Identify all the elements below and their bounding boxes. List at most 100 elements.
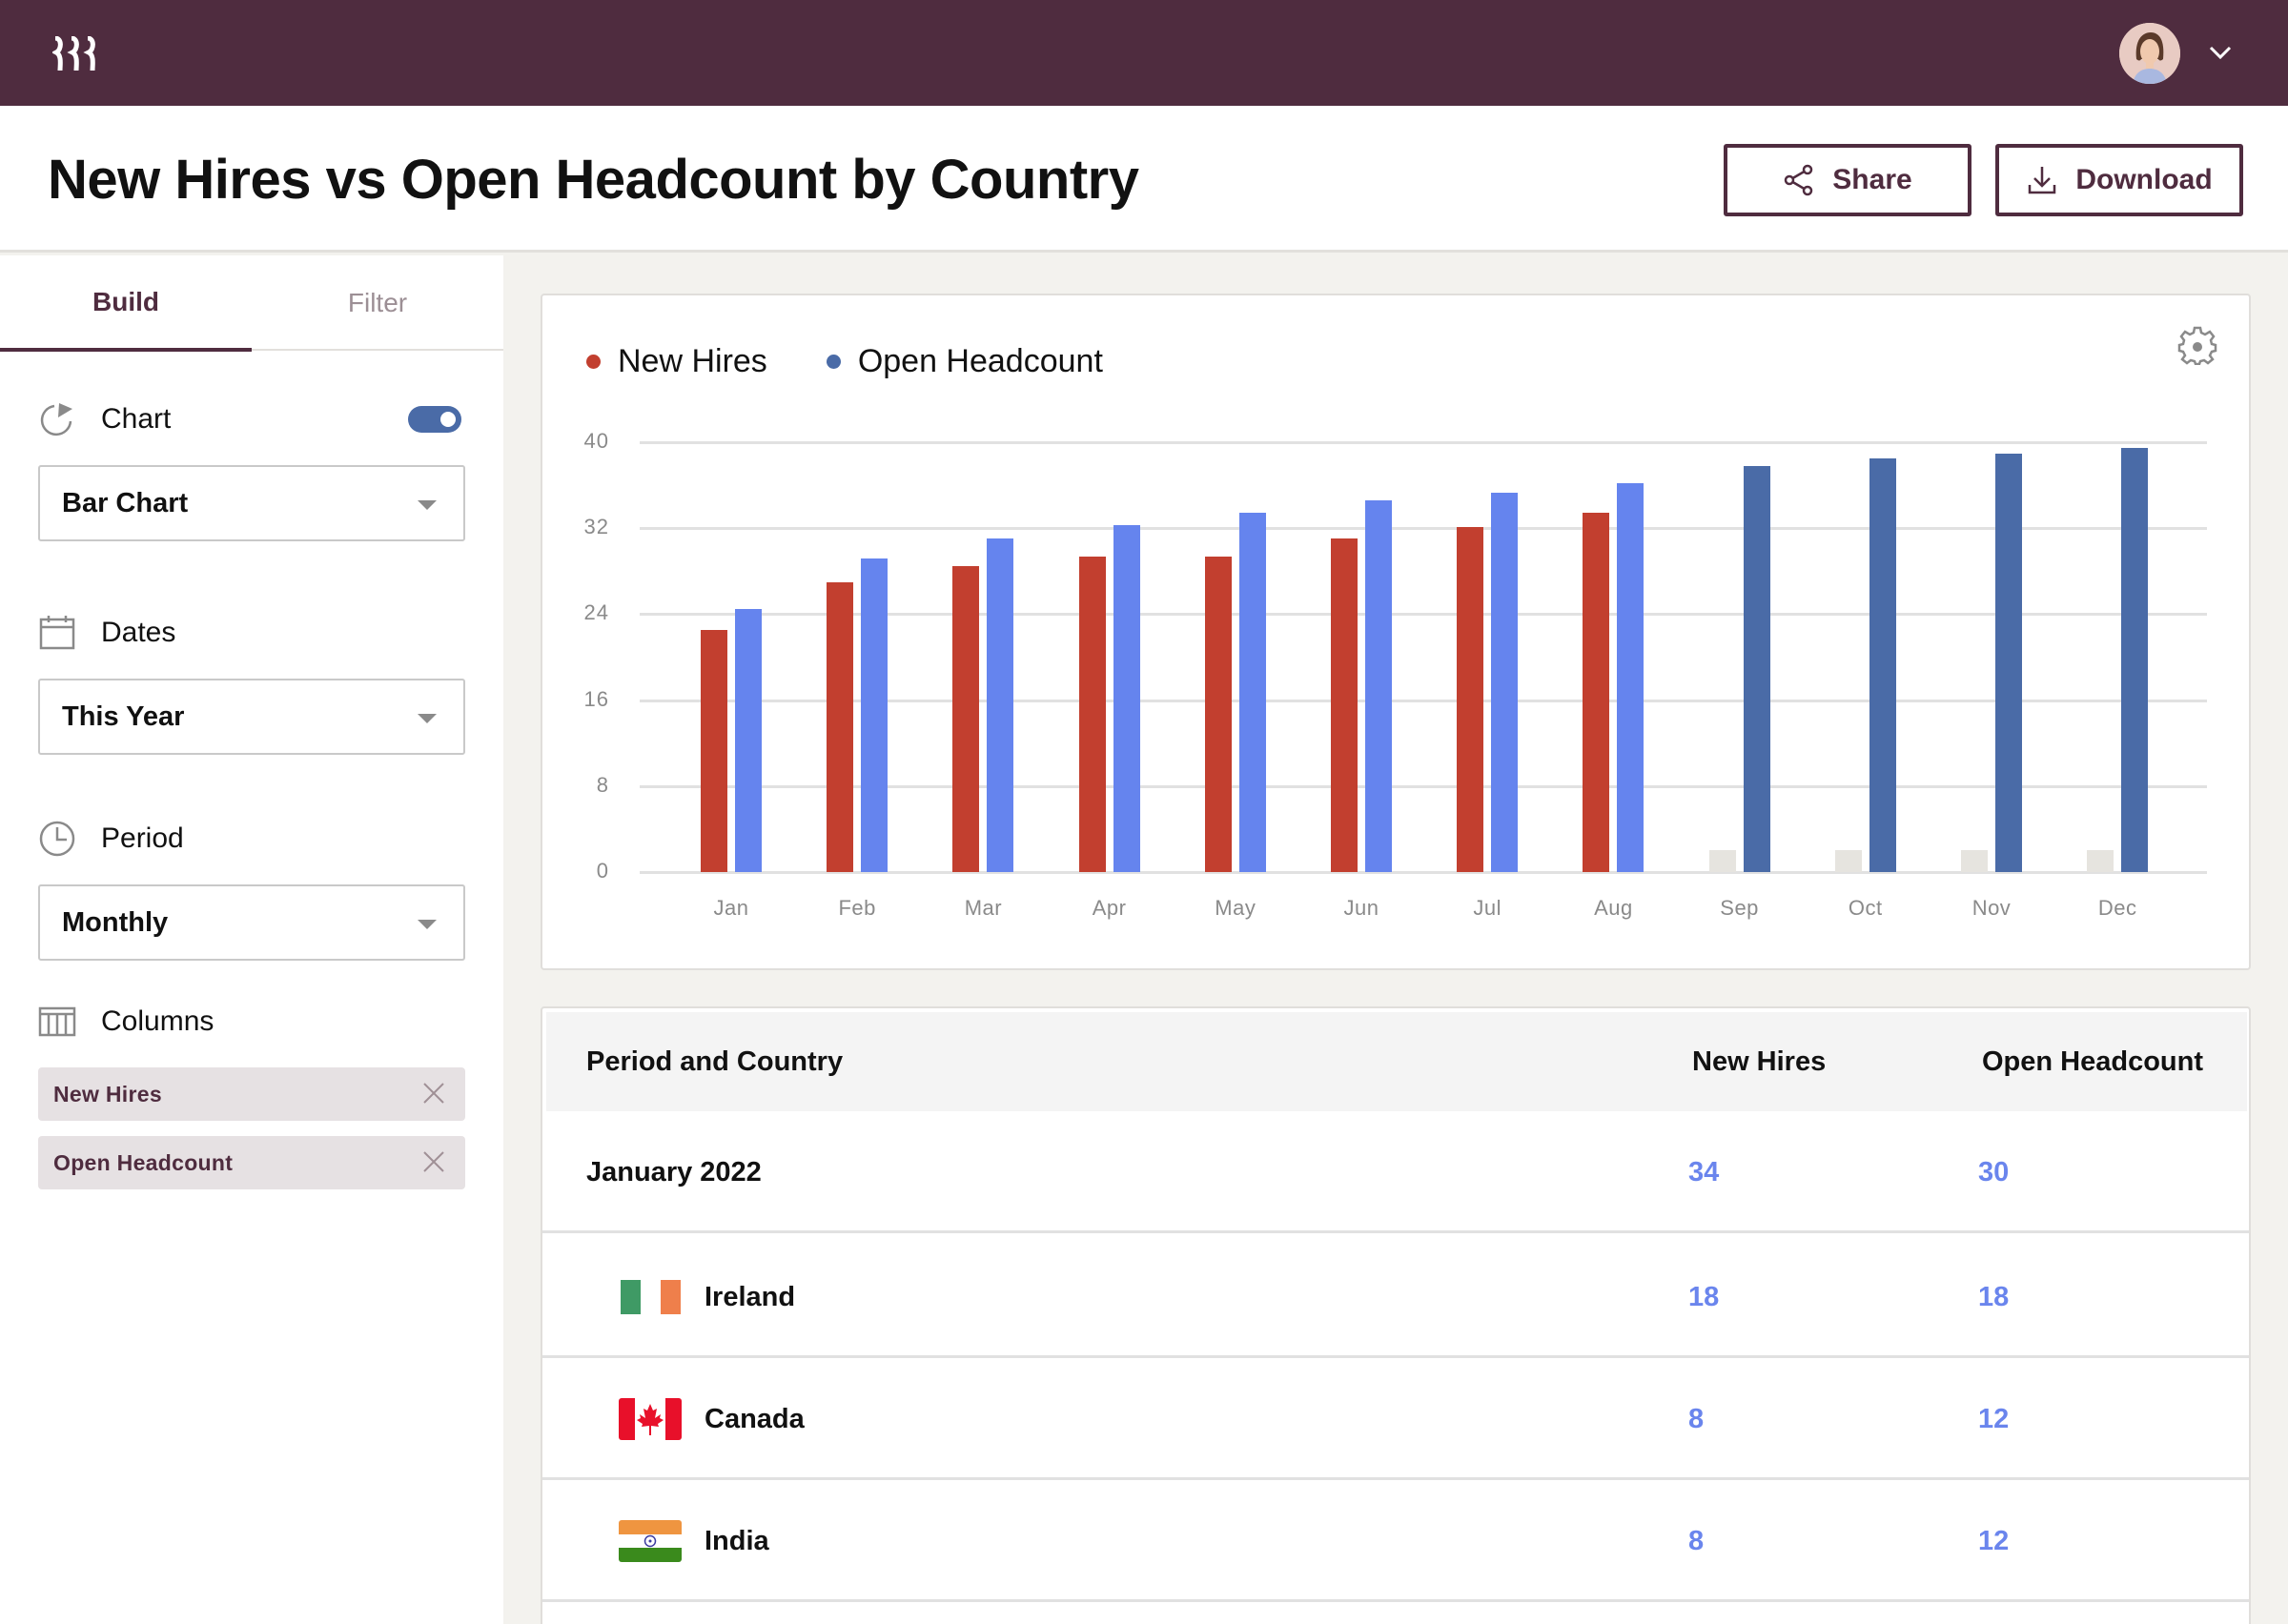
x-axis-tick-label: Jan	[713, 896, 749, 920]
chevron-down-icon[interactable]	[2208, 42, 2233, 63]
period-value: Monthly	[62, 906, 169, 938]
bar-open-headcount[interactable]	[987, 538, 1014, 872]
data-table-card: Period and Country New Hires Open Headco…	[541, 1006, 2251, 1624]
open-headcount-value[interactable]: 12	[1978, 1403, 2010, 1434]
bar-new-hires[interactable]	[1834, 850, 1862, 872]
bar-open-headcount[interactable]	[1995, 454, 2022, 872]
legend-label: Open Headcount	[857, 343, 1103, 379]
new-hires-value[interactable]: 8	[1688, 1525, 1705, 1556]
bar-new-hires[interactable]	[1961, 850, 1988, 872]
chip-label: Open Headcount	[53, 1149, 234, 1175]
table-row-period[interactable]: January 2022 34 30	[542, 1111, 2249, 1233]
page-header: New Hires vs Open Headcount by Country S…	[0, 106, 2288, 253]
bar-new-hires[interactable]	[1457, 527, 1484, 872]
new-hires-value[interactable]: 34	[1688, 1156, 1720, 1188]
dates-select[interactable]: This Year	[38, 679, 465, 755]
bar-new-hires[interactable]	[827, 581, 854, 872]
chart-type-value: Bar Chart	[62, 487, 189, 518]
bar-new-hires[interactable]	[701, 630, 727, 872]
table-header: Period and Country New Hires Open Headco…	[546, 1012, 2247, 1111]
bar-open-headcount[interactable]	[1617, 482, 1644, 872]
bar-chart-plot: 0 8 16 24 32 40 Jan Feb Mar Apr May Jun Jul Aug Sep Oct…	[542, 295, 2253, 972]
remove-icon[interactable]	[421, 1149, 446, 1174]
bar-new-hires[interactable]	[1078, 556, 1106, 872]
legend-item-open-headcount[interactable]: Open Headcount	[826, 343, 1103, 380]
dates-label: Dates	[101, 617, 176, 648]
gridline	[640, 871, 2207, 874]
bar-new-hires[interactable]	[952, 565, 980, 872]
share-label: Share	[1832, 164, 1912, 195]
column-header-new-hires[interactable]: New Hires	[1692, 1045, 1827, 1077]
gridline	[640, 527, 2207, 531]
bar-new-hires[interactable]	[1204, 556, 1232, 872]
gridline	[640, 441, 2207, 444]
x-axis-tick-label: Sep	[1720, 896, 1759, 920]
bar-open-headcount[interactable]	[861, 558, 889, 872]
open-headcount-value[interactable]: 18	[1978, 1281, 2010, 1312]
period-select[interactable]: Monthly	[38, 884, 465, 961]
x-axis-tick-label: Aug	[1594, 896, 1633, 920]
period-section-header: Period	[38, 820, 184, 858]
bar-open-headcount[interactable]	[1869, 457, 1896, 872]
bar-open-headcount[interactable]	[1238, 513, 1266, 872]
chart-toggle[interactable]	[408, 406, 461, 433]
table-row-country[interactable]: Ireland 18 18	[542, 1236, 2249, 1358]
y-axis-tick-label: 8	[596, 772, 609, 797]
country-label: India	[705, 1525, 769, 1556]
open-headcount-value[interactable]: 30	[1978, 1156, 2010, 1188]
remove-icon[interactable]	[421, 1081, 446, 1106]
x-axis-tick-label: Oct	[1848, 896, 1883, 920]
chip-label: New Hires	[53, 1081, 162, 1106]
download-button[interactable]: Download	[1995, 144, 2243, 216]
gear-icon[interactable]	[2177, 325, 2217, 365]
x-axis-tick-label: Mar	[964, 896, 1003, 920]
bar-open-headcount[interactable]	[735, 608, 762, 872]
chart-type-select[interactable]: Bar Chart	[38, 465, 465, 541]
gridline	[640, 784, 2207, 788]
x-axis-tick-label: Apr	[1092, 896, 1127, 920]
rippling-logo-icon[interactable]	[52, 36, 100, 71]
gridline	[640, 699, 2207, 702]
share-button[interactable]: Share	[1724, 144, 1971, 216]
tab-filter[interactable]: Filter	[347, 288, 408, 317]
table-row-country[interactable]: India 8 12	[542, 1480, 2249, 1602]
tab-build[interactable]: Build	[0, 255, 252, 352]
pie-chart-icon	[40, 403, 72, 436]
top-navigation-bar	[0, 0, 2288, 106]
y-axis-tick-label: 0	[596, 859, 609, 883]
bar-new-hires[interactable]	[1331, 538, 1358, 872]
caret-down-icon	[418, 500, 437, 510]
chart-card: New Hires Open Headcount 0 8 16 24 32 40 Jan Fe…	[541, 294, 2251, 970]
dates-value: This Year	[62, 700, 185, 732]
page-title: New Hires vs Open Headcount by Country	[48, 149, 1139, 211]
bar-open-headcount[interactable]	[2121, 447, 2149, 872]
bar-open-headcount[interactable]	[1743, 465, 1770, 872]
bar-open-headcount[interactable]	[1113, 524, 1140, 872]
column-header-period-country[interactable]: Period and Country	[586, 1045, 844, 1077]
country-label: Canada	[705, 1403, 805, 1434]
y-axis-tick-label: 16	[583, 686, 609, 711]
bar-open-headcount[interactable]	[1365, 499, 1392, 872]
table-columns-icon	[38, 1006, 76, 1037]
bar-new-hires[interactable]	[2087, 850, 2114, 872]
legend-dot-icon	[826, 355, 841, 369]
bar-open-headcount[interactable]	[1491, 492, 1519, 872]
open-headcount-value[interactable]: 12	[1978, 1525, 2010, 1556]
bar-new-hires[interactable]	[1708, 850, 1736, 872]
new-hires-value[interactable]: 18	[1688, 1281, 1720, 1312]
columns-label: Columns	[101, 1005, 214, 1037]
new-hires-value[interactable]: 8	[1688, 1403, 1705, 1434]
chart-legend: New Hires Open Headcount	[586, 343, 1162, 380]
x-axis-tick-label: Nov	[1971, 896, 2012, 920]
column-chip-open-headcount: Open Headcount	[38, 1136, 465, 1189]
x-axis-tick-label: Feb	[838, 896, 876, 920]
dates-section-header: Dates	[38, 614, 175, 652]
caret-down-icon	[418, 714, 437, 723]
legend-item-new-hires[interactable]: New Hires	[586, 343, 767, 380]
bar-new-hires[interactable]	[1583, 513, 1610, 872]
x-axis-tick-label: May	[1215, 896, 1256, 920]
table-row-country[interactable]: Canada 8 12	[542, 1358, 2249, 1480]
download-label: Download	[2075, 164, 2213, 195]
column-header-open-headcount[interactable]: Open Headcount	[1982, 1045, 2204, 1077]
user-avatar[interactable]	[2119, 23, 2180, 84]
